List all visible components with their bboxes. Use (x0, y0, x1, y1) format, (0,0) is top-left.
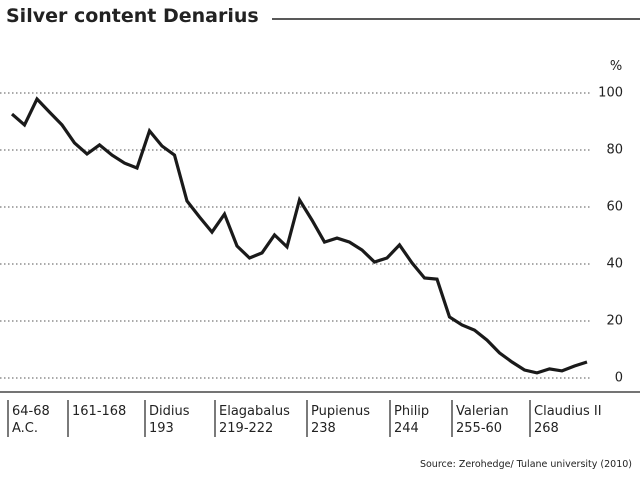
y-unit: % (610, 59, 622, 74)
x-tick-label: Valerian (456, 404, 509, 419)
x-tick-label: 193 (149, 421, 174, 436)
x-tick-label: 255-60 (456, 421, 502, 436)
y-tick-label: 60 (606, 200, 623, 215)
x-tick-label: 219-222 (219, 421, 273, 436)
data-line (10, 96, 588, 375)
x-tick-label: Pupienus (311, 404, 370, 419)
x-tick-label: 64-68 (12, 404, 50, 419)
source: Source: Zerohedge/ Tulane university (20… (420, 459, 632, 470)
y-tick-label: 20 (606, 314, 623, 329)
y-tick-label: 40 (606, 257, 623, 272)
x-tick-label: 161-168 (72, 404, 126, 419)
chart-title: Silver content Denarius (6, 5, 259, 27)
x-tick-label: 244 (394, 421, 419, 436)
y-tick-label: 0 (615, 371, 623, 386)
x-tick-label: Claudius II (534, 404, 602, 419)
x-tick-label: 238 (311, 421, 336, 436)
x-tick-label: Philip (394, 404, 429, 419)
x-tick-label: Elagabalus (219, 404, 290, 419)
x-tick-label: 268 (534, 421, 559, 436)
y-tick-label: 80 (606, 143, 623, 158)
x-tick-label: A.C. (12, 421, 38, 436)
y-tick-label: 100 (598, 86, 623, 101)
x-tick-label: Didius (149, 404, 190, 419)
